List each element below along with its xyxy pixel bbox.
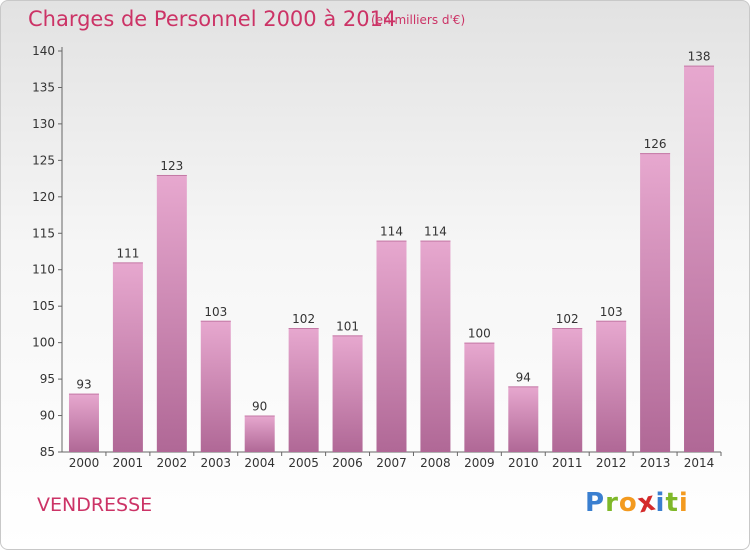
bar-2008 bbox=[420, 240, 451, 452]
bar-2002 bbox=[156, 174, 187, 453]
logo-letter: r bbox=[605, 488, 619, 518]
bar-2012 bbox=[596, 320, 627, 452]
x-tick-label-2014: 2014 bbox=[684, 456, 715, 470]
value-label-2002: 123 bbox=[160, 159, 183, 173]
value-label-2008: 114 bbox=[424, 225, 447, 239]
x-tick-label-2013: 2013 bbox=[640, 456, 671, 470]
bar-2009 bbox=[464, 342, 495, 452]
bar-2006 bbox=[332, 335, 363, 452]
x-tick-label-2008: 2008 bbox=[420, 456, 451, 470]
x-tick-label-2004: 2004 bbox=[244, 456, 275, 470]
x-tick-label-2009: 2009 bbox=[464, 456, 495, 470]
logo-letter: t bbox=[665, 488, 679, 518]
value-label-2007: 114 bbox=[380, 225, 403, 239]
bar-2010 bbox=[508, 386, 539, 452]
bar-2001 bbox=[112, 262, 143, 452]
x-tick-label-2006: 2006 bbox=[332, 456, 363, 470]
y-tick-label: 130 bbox=[32, 117, 55, 131]
bar-2013 bbox=[640, 153, 671, 452]
x-tick-label-2005: 2005 bbox=[288, 456, 319, 470]
value-label-2012: 103 bbox=[600, 305, 623, 319]
value-label-2011: 102 bbox=[556, 312, 579, 326]
bar-2007 bbox=[376, 240, 407, 452]
value-label-2006: 101 bbox=[336, 319, 359, 333]
bar-2014 bbox=[684, 65, 715, 452]
bar-2004 bbox=[244, 415, 275, 452]
y-tick-label: 115 bbox=[32, 226, 55, 240]
y-tick-label: 135 bbox=[32, 80, 55, 94]
value-label-2003: 103 bbox=[204, 305, 227, 319]
logo-letter: P bbox=[585, 488, 606, 518]
bar-2011 bbox=[552, 328, 583, 452]
x-tick-label-2000: 2000 bbox=[69, 456, 100, 470]
x-tick-label-2012: 2012 bbox=[596, 456, 627, 470]
y-tick-label: 90 bbox=[40, 409, 55, 423]
value-label-2014: 138 bbox=[688, 50, 711, 64]
logo-letter: o bbox=[618, 488, 638, 518]
chart-subtitle: (en milliers d'€) bbox=[371, 13, 466, 27]
y-tick-label: 110 bbox=[32, 263, 55, 277]
y-tick-label: 140 bbox=[32, 44, 55, 58]
y-tick-label: 125 bbox=[32, 153, 55, 167]
x-tick-label-2010: 2010 bbox=[508, 456, 539, 470]
bar-2003 bbox=[200, 320, 231, 452]
x-tick-label-2007: 2007 bbox=[376, 456, 407, 470]
y-tick-label: 85 bbox=[40, 445, 55, 459]
x-tick-label-2003: 2003 bbox=[200, 456, 231, 470]
y-tick-label: 120 bbox=[32, 190, 55, 204]
logo-letter: i bbox=[655, 488, 666, 518]
bar-2005 bbox=[288, 328, 319, 452]
value-label-2001: 111 bbox=[116, 246, 139, 260]
proxiti-logo: Proxiti bbox=[585, 486, 689, 519]
value-label-2004: 90 bbox=[252, 400, 267, 414]
value-label-2005: 102 bbox=[292, 312, 315, 326]
value-label-2000: 93 bbox=[76, 378, 91, 392]
x-tick-label-2011: 2011 bbox=[552, 456, 583, 470]
x-tick-label-2002: 2002 bbox=[157, 456, 188, 470]
value-label-2010: 94 bbox=[516, 370, 531, 384]
logo-letter: i bbox=[678, 488, 689, 518]
value-label-2013: 126 bbox=[644, 137, 667, 151]
commune-name: VENDRESSE bbox=[37, 494, 153, 516]
chart-title: Charges de Personnel 2000 à 2014 bbox=[28, 7, 397, 31]
y-tick-label: 100 bbox=[32, 336, 55, 350]
value-label-2009: 100 bbox=[468, 327, 491, 341]
bar-2000 bbox=[68, 393, 99, 452]
y-tick-label: 105 bbox=[32, 299, 55, 313]
y-tick-label: 95 bbox=[40, 372, 55, 386]
x-tick-label-2001: 2001 bbox=[113, 456, 144, 470]
